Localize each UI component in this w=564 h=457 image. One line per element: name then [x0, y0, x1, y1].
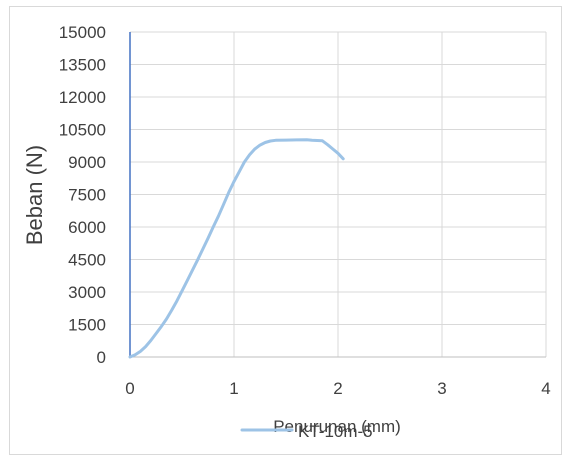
y-tick-label: 1500: [68, 316, 106, 335]
y-tick-label: 10500: [59, 121, 106, 140]
legend-label-kt-10m-5: KT-10m-5: [298, 422, 373, 441]
x-axis-ticks: 0 1 2 3 4: [125, 379, 550, 398]
x-tick-label: 1: [229, 379, 238, 398]
x-tick-label: 3: [437, 379, 446, 398]
x-axis-title: Penurunan (mm): [273, 417, 401, 436]
y-tick-label: 13500: [59, 56, 106, 75]
y-tick-label: 7500: [68, 186, 106, 205]
y-tick-label: 15000: [59, 23, 106, 42]
series-layer: [128, 138, 345, 359]
x-tick-label: 4: [541, 379, 550, 398]
x-tick-label: 2: [333, 379, 342, 398]
y-tick-label: 9000: [68, 153, 106, 172]
y-tick-label: 0: [97, 348, 106, 367]
chart-frame: [9, 6, 562, 455]
y-tick-label: 4500: [68, 251, 106, 270]
y-tick-label: 6000: [68, 218, 106, 237]
gridlines: [129, 31, 547, 358]
y-tick-label: 12000: [59, 88, 106, 107]
series-line-kt-10m-5: [128, 138, 345, 359]
axes: [129, 32, 546, 358]
x-tick-label: 0: [125, 379, 134, 398]
y-axis-title: Beban (N): [22, 145, 47, 245]
legend: KT-10m-5: [240, 422, 373, 441]
y-tick-label: 3000: [68, 283, 106, 302]
y-axis-ticks: 0 1500 3000 4500 6000 7500 9000 10500 12000 13500…: [59, 23, 106, 367]
